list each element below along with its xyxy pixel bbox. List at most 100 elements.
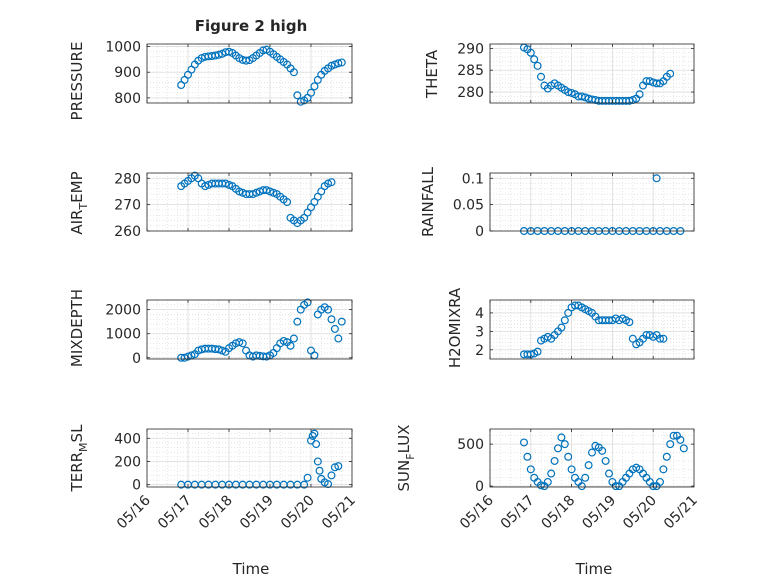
sun-flux-point: [598, 446, 607, 455]
right-xlabel: Time: [575, 560, 613, 578]
pressure-ytick-label: 900: [114, 65, 141, 81]
theta-series: [519, 43, 675, 105]
sun-flux-point: [662, 452, 671, 461]
h2omixra-point: [659, 334, 668, 343]
sun-flux-point: [567, 465, 576, 474]
air-temp-point: [201, 182, 210, 191]
h2omixra-ytick-label: 2: [475, 343, 484, 359]
sun-flux-point: [604, 469, 613, 478]
mixdepth-point: [218, 346, 227, 355]
pressure-point: [293, 91, 302, 100]
rainfall-plot-area: [490, 173, 694, 231]
rainfall-ylabel: RAINFALL: [419, 166, 437, 237]
pressure-point: [225, 47, 234, 56]
sun-flux-point: [543, 477, 552, 486]
mixdepth-point: [289, 334, 298, 343]
theta-point: [530, 55, 539, 64]
air-temp-ylabel-main: AIR: [68, 210, 86, 235]
pressure-point: [334, 59, 343, 68]
mixdepth-point: [330, 324, 339, 333]
sun-flux-point: [519, 438, 528, 447]
sun-flux-xtick-label: 05/16: [457, 492, 497, 532]
terr-msl-panel: TERRMSL 0 200 400 05/16 05/17 05/18 05/19 05/20…: [68, 424, 359, 532]
sun-flux-xtick-label: 05/18: [539, 493, 579, 533]
mixdepth-panel: MIXDEPTH 0 1000 2000: [68, 289, 353, 367]
air-temp-ylabel-sub: T: [77, 203, 90, 211]
h2omixra-point: [625, 318, 634, 327]
h2omixra-ylabel: H2OMIXRA: [446, 287, 464, 368]
sun-flux-point: [655, 477, 664, 486]
left-xlabel: Time: [232, 560, 270, 578]
sun-flux-ytick-label: 500: [457, 437, 484, 453]
mixdepth-point: [334, 334, 343, 343]
air-temp-ytick-label: 260: [114, 224, 141, 240]
sun-flux-point: [547, 469, 556, 478]
sun-flux-series: [519, 431, 688, 491]
terr-msl-xtick-label: 05/19: [237, 493, 277, 533]
terr-msl-xtick-label: 05/17: [155, 493, 195, 533]
sun-flux-point: [553, 444, 562, 453]
air-temp-ylabel-rest: EMP: [68, 171, 86, 202]
theta-axes-box: [489, 43, 695, 104]
air-temp-panel: AIRTEMP 260 270 280: [68, 171, 353, 240]
air-temp-point: [266, 187, 275, 196]
h2omixra-point: [560, 316, 569, 325]
sun-flux-point: [577, 482, 586, 491]
theta-point: [625, 96, 634, 105]
sun-flux-xtick-label: 05/21: [661, 493, 701, 533]
terr-msl-point: [315, 466, 324, 475]
air-temp-tick-marks: [146, 173, 353, 232]
h2omixra-tick-marks: [489, 300, 695, 359]
terr-msl-ytick-label: 0: [132, 478, 141, 494]
sun-flux-point: [676, 435, 685, 444]
mixdepth-tick-marks: [146, 300, 353, 359]
sun-flux-point: [587, 448, 596, 457]
h2omixra-point: [655, 334, 664, 343]
h2omixra-point: [533, 347, 542, 356]
h2omixra-ytick-label: 4: [475, 306, 484, 322]
theta-point: [533, 61, 542, 70]
air-temp-ytick-label: 280: [114, 171, 141, 187]
sun-flux-ylabel: SUNFLUX: [395, 425, 417, 492]
air-temp-point: [248, 190, 257, 199]
terr-msl-point: [330, 463, 339, 472]
sun-flux-point: [526, 465, 535, 474]
terr-msl-point: [310, 429, 319, 438]
theta-tick-marks: [489, 44, 695, 103]
sun-flux-point: [557, 433, 566, 442]
rainfall-point: [652, 174, 661, 183]
terr-msl-point: [334, 462, 343, 471]
mixdepth-point: [214, 345, 223, 354]
air-temp-point: [252, 188, 261, 197]
pressure-point: [310, 82, 319, 91]
mixdepth-ytick-label: 2000: [105, 303, 141, 319]
pressure-point: [289, 68, 298, 77]
terr-msl-xtick-label: 05/18: [196, 493, 236, 533]
air-temp-point: [283, 198, 292, 207]
air-temp-series: [177, 171, 336, 228]
sun-flux-axes-box: [489, 428, 695, 488]
terr-msl-xtick-label: 05/16: [114, 492, 154, 532]
rainfall-ytick-label: 0.05: [453, 198, 484, 214]
sun-flux-point: [679, 444, 688, 453]
terr-msl-point: [327, 471, 336, 480]
h2omixra-ytick-label: 3: [475, 324, 484, 340]
h2omixra-panel: H2OMIXRA 2 3 4: [446, 287, 695, 368]
terr-msl-point: [308, 431, 317, 440]
mixdepth-point: [184, 352, 193, 361]
air-temp-point: [221, 179, 230, 188]
terr-msl-point: [303, 473, 312, 482]
figure-title: Figure 2 high: [195, 17, 308, 35]
terr-msl-plot-area: [147, 429, 352, 487]
theta-point: [564, 88, 573, 97]
theta-ytick-label: 285: [457, 63, 484, 79]
terr-msl-ytick-label: 200: [114, 454, 141, 470]
pressure-point: [327, 61, 336, 70]
rainfall-axes-box: [489, 172, 695, 232]
theta-ytick-label: 290: [457, 41, 484, 57]
terr-msl-ylabel-rest: SL: [68, 424, 86, 443]
terr-msl-ylabel-main: TERR: [68, 452, 86, 493]
mixdepth-axes-box: [146, 299, 353, 360]
mixdepth-point: [235, 338, 244, 347]
